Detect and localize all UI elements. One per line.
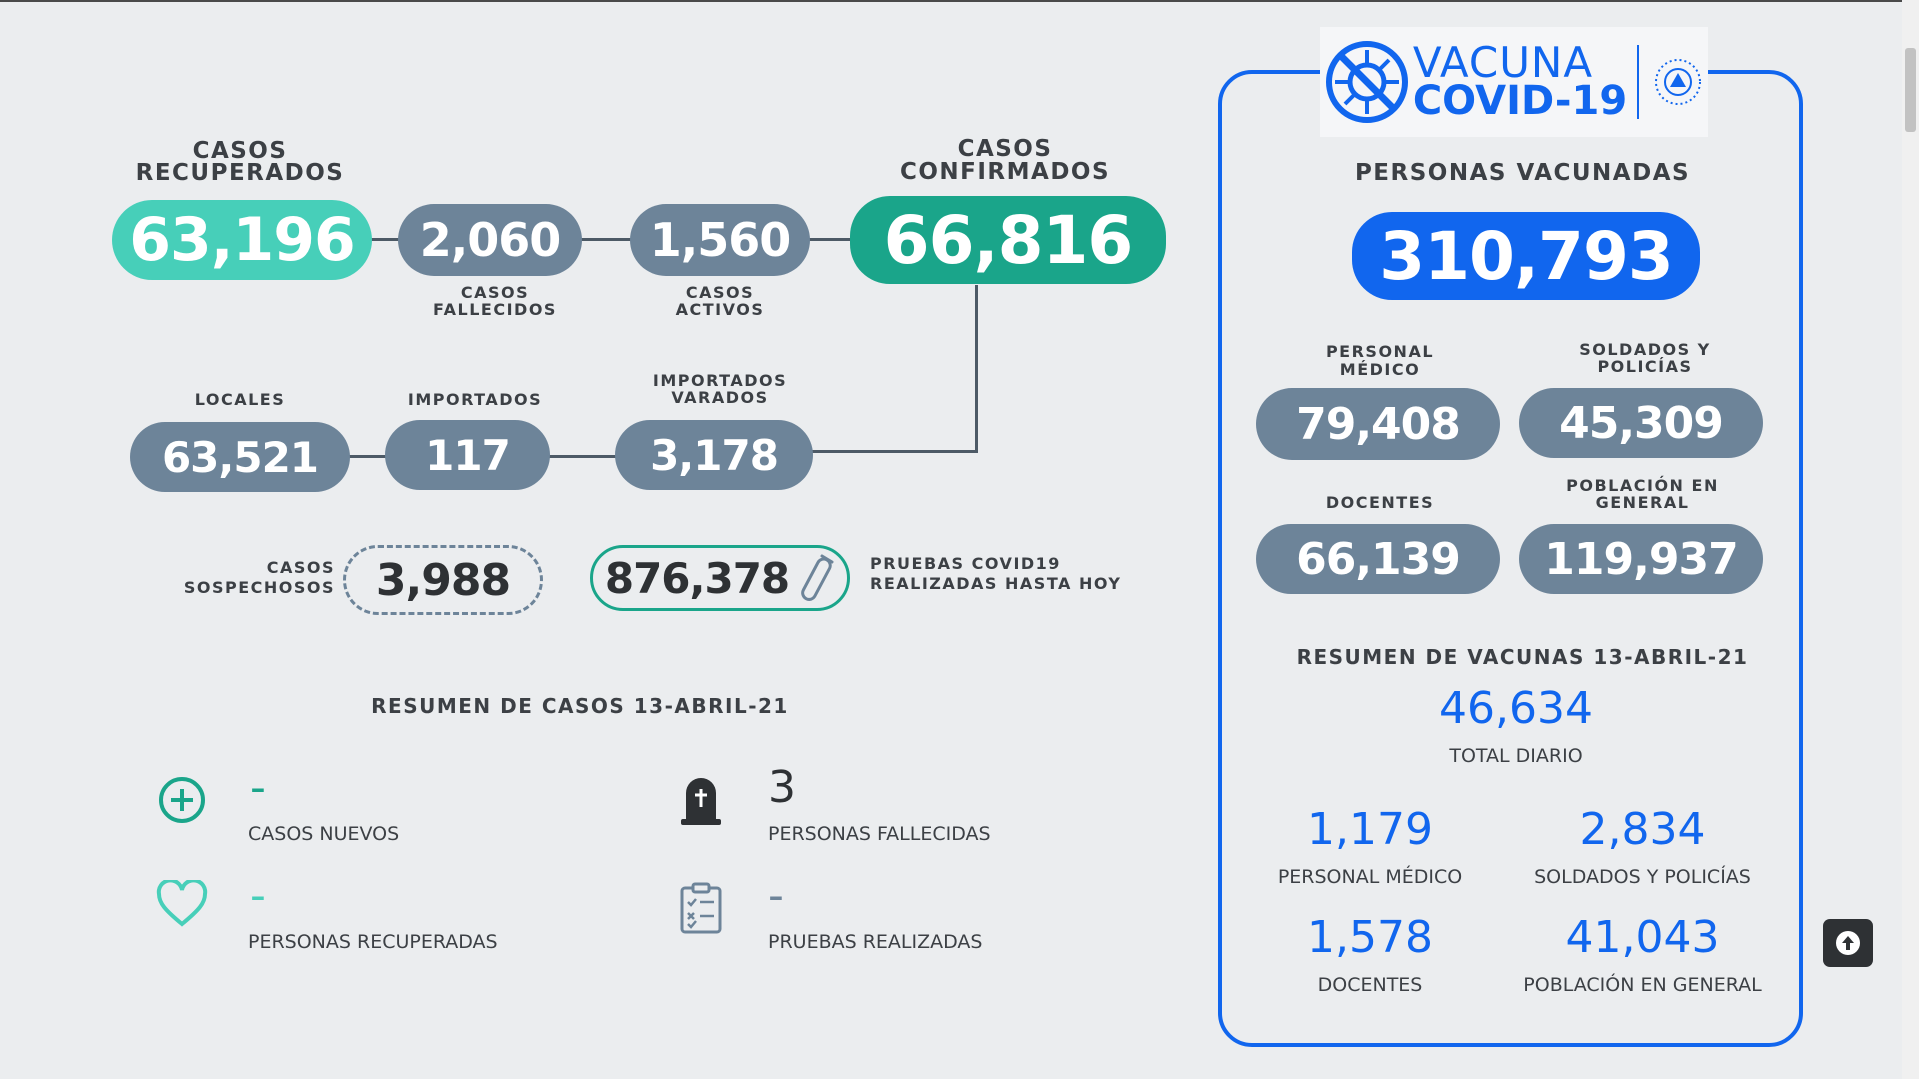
arrow-up-icon xyxy=(1836,931,1860,955)
fallecidas-value: 3 xyxy=(768,762,796,813)
top-border xyxy=(0,0,1919,2)
resumen-casos-title: RESUMEN DE CASOS 13-ABRIL-21 xyxy=(371,694,789,718)
casos-nuevos-label: CASOS NUEVOS xyxy=(248,823,400,845)
activos-pill: 1,560 xyxy=(630,204,810,276)
sospechosos-box: 3,988 xyxy=(343,545,543,615)
fallecidos-label: CASOS FALLECIDOS xyxy=(433,283,557,319)
vaccine-logo-text: VACUNA COVID-19 xyxy=(1412,38,1628,124)
varados-label: IMPORTADOS VARADOS xyxy=(652,371,788,407)
poblacion-label: POBLACIÓN EN GENERAL xyxy=(1566,476,1719,512)
pruebas-dia-label: PRUEBAS REALIZADAS xyxy=(768,931,983,953)
casos-nuevos-value: - xyxy=(250,762,266,813)
back-to-top-button[interactable] xyxy=(1823,919,1873,967)
scrollbar-thumb[interactable] xyxy=(1905,48,1916,132)
recuperadas-value: - xyxy=(250,870,266,921)
d-soldados-label: SOLDADOS Y POLICÍAS xyxy=(1534,866,1751,888)
importados-pill: 117 xyxy=(385,420,550,490)
pruebas-label: PRUEBAS COVID19 REALIZADAS HASTA HOY xyxy=(870,554,1122,593)
locales-label: LOCALES xyxy=(194,390,286,409)
diario-value: 46,634 xyxy=(1439,683,1593,734)
medico-label: PERSONAL MÉDICO xyxy=(1325,342,1435,379)
sospechosos-label: CASOS SOSPECHOSOS xyxy=(183,558,335,597)
connector xyxy=(975,285,978,452)
seal-icon xyxy=(1655,59,1702,105)
importados-label: IMPORTADOS xyxy=(407,390,543,409)
personas-vacunadas-title: PERSONAS VACUNADAS xyxy=(1354,160,1691,186)
activos-label: CASOS ACTIVOS xyxy=(675,283,765,319)
recuperados-label: CASOS RECUPERADOS xyxy=(135,138,345,186)
soldados-label: SOLDADOS Y POLICÍAS xyxy=(1579,340,1711,376)
virus-icon xyxy=(1325,41,1408,123)
test-tube-icon xyxy=(801,554,834,601)
resumen-vacunas-title: RESUMEN DE VACUNAS 13-ABRIL-21 xyxy=(1296,645,1749,669)
scrollbar[interactable] xyxy=(1902,0,1919,1079)
medico-pill: 79,408 xyxy=(1256,388,1500,460)
connector xyxy=(370,238,870,241)
plus-circle-icon xyxy=(159,777,205,823)
d-poblacion-value: 41,043 xyxy=(1565,912,1720,963)
tombstone-icon xyxy=(681,778,721,825)
heart-icon xyxy=(156,880,208,927)
pruebas-value: 876,378 xyxy=(604,553,790,603)
sospechosos-value: 3,988 xyxy=(375,554,511,606)
logo-divider xyxy=(1637,45,1640,119)
confirmados-pill: 66,816 xyxy=(850,196,1166,284)
d-poblacion-label: POBLACIÓN EN GENERAL xyxy=(1523,974,1762,996)
d-docentes-label: DOCENTES xyxy=(1317,974,1423,996)
d-medico-value: 1,179 xyxy=(1307,804,1433,855)
docentes-pill: 66,139 xyxy=(1256,524,1500,594)
locales-pill: 63,521 xyxy=(130,422,350,492)
logo-line1: VACUNA xyxy=(1412,38,1594,87)
vaccine-logo: VACUNA COVID-19 xyxy=(1320,27,1708,137)
clipboard-icon xyxy=(680,882,722,934)
d-docentes-value: 1,578 xyxy=(1307,912,1433,963)
pruebas-box: 876,378 xyxy=(590,545,850,611)
d-soldados-value: 2,834 xyxy=(1579,804,1706,855)
fallecidos-pill: 2,060 xyxy=(398,204,582,276)
vacunados-total-pill: 310,793 xyxy=(1352,212,1700,300)
connector xyxy=(810,450,978,453)
varados-pill: 3,178 xyxy=(615,420,813,490)
pruebas-dia-value: - xyxy=(768,870,784,921)
logo-line2: COVID-19 xyxy=(1412,78,1628,124)
fallecidas-label: PERSONAS FALLECIDAS xyxy=(768,823,991,845)
soldados-pill: 45,309 xyxy=(1519,388,1763,458)
poblacion-pill: 119,937 xyxy=(1519,524,1763,594)
docentes-label: DOCENTES xyxy=(1325,493,1435,512)
recuperadas-label: PERSONAS RECUPERADAS xyxy=(248,931,498,953)
recuperados-pill: 63,196 xyxy=(112,200,372,280)
d-medico-label: PERSONAL MÉDICO xyxy=(1277,866,1463,888)
confirmados-label: CASOS CONFIRMADOS xyxy=(899,136,1111,185)
diario-label: TOTAL DIARIO xyxy=(1449,745,1583,767)
